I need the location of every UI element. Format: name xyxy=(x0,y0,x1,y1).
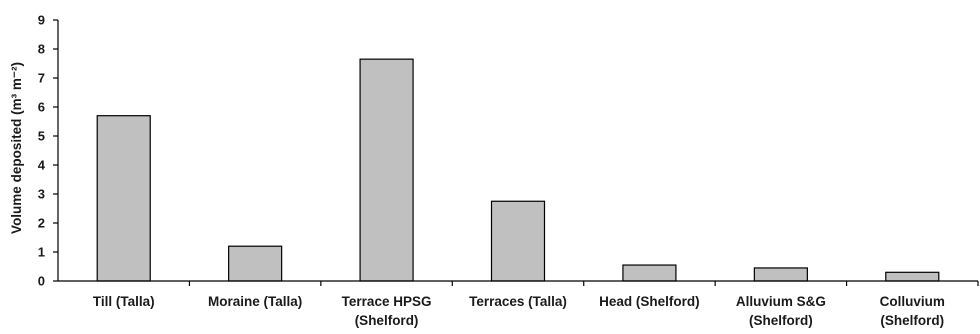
y-axis-ticks: 0 1 2 3 4 5 6 7 8 9 xyxy=(38,13,58,289)
bar xyxy=(359,58,414,282)
bar xyxy=(753,267,808,282)
bar xyxy=(885,271,940,282)
bar xyxy=(96,115,151,282)
bar xyxy=(228,245,283,282)
x-category-label: (Shelford) xyxy=(880,313,944,328)
x-category-label: (Shelford) xyxy=(749,313,813,328)
bar xyxy=(622,264,677,282)
x-category-label: Alluvium S&G xyxy=(736,294,826,309)
y-tick-label: 1 xyxy=(38,245,45,260)
x-category-label: Moraine (Talla) xyxy=(208,294,302,309)
x-category-label: (Shelford) xyxy=(355,313,419,328)
x-category-label: Terrace HPSG xyxy=(342,294,432,309)
y-tick-label: 4 xyxy=(38,158,46,173)
y-axis-title: Volume deposited (m³ m⁻²) xyxy=(9,62,24,234)
bar xyxy=(490,200,546,282)
y-tick-label: 3 xyxy=(38,187,45,202)
y-tick-label: 8 xyxy=(38,42,45,57)
x-category-label: Till (Talla) xyxy=(93,294,155,309)
y-tick-label: 7 xyxy=(38,71,45,86)
bars xyxy=(96,58,940,282)
x-category-label: Terraces (Talla) xyxy=(469,294,567,309)
y-tick-label: 2 xyxy=(38,216,45,231)
x-category-label: Colluvium xyxy=(880,294,945,309)
y-tick-label: 5 xyxy=(38,129,45,144)
x-axis-labels: Till (Talla) Moraine (Talla) Terrace HPSG (… xyxy=(93,281,979,328)
x-category-label: Head (Shelford) xyxy=(599,294,700,309)
y-tick-label: 6 xyxy=(38,100,45,115)
y-tick-label: 0 xyxy=(38,274,45,289)
y-tick-label: 9 xyxy=(38,13,45,28)
y-axis-title-group: Volume deposited (m³ m⁻²) xyxy=(9,62,24,234)
